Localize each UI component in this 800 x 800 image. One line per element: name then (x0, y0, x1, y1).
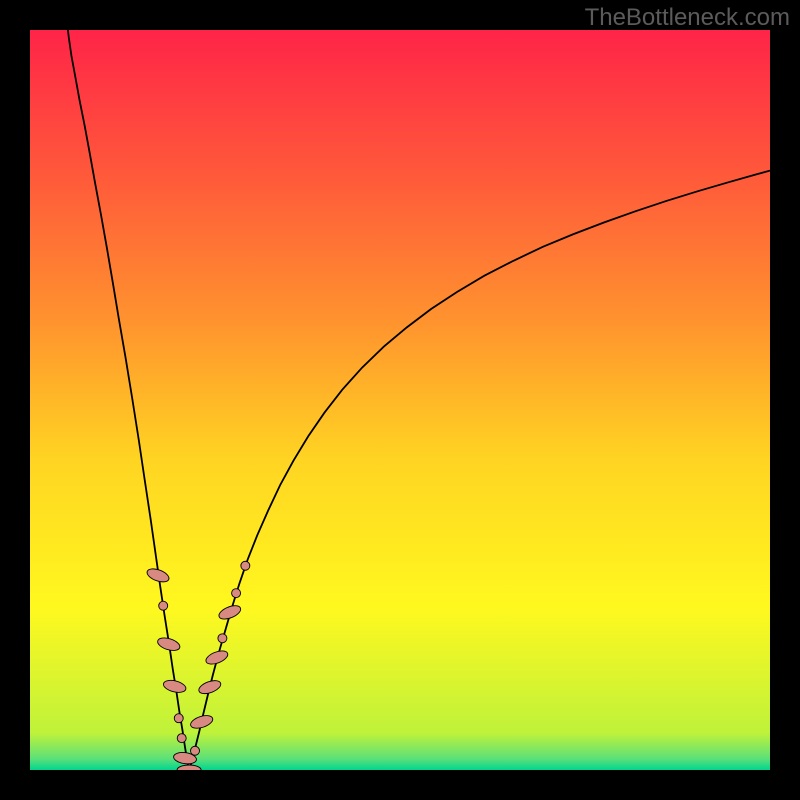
bead (177, 734, 186, 743)
chart-frame: TheBottleneck.com (0, 0, 800, 800)
gradient-background (30, 30, 770, 770)
bead (218, 634, 227, 643)
bead (159, 601, 168, 610)
bead (232, 589, 241, 598)
bead (241, 561, 250, 570)
plot-area (30, 30, 770, 770)
watermark-text: TheBottleneck.com (585, 4, 790, 32)
bead (191, 746, 200, 755)
chart-svg (30, 30, 770, 770)
bead (174, 714, 183, 723)
